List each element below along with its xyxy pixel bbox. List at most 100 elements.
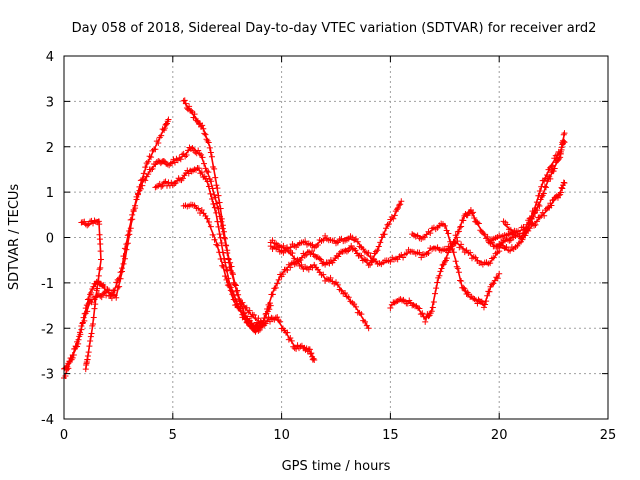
data-point bbox=[425, 249, 432, 256]
series-sat-track-13 bbox=[500, 138, 568, 237]
data-point bbox=[202, 165, 209, 172]
data-point bbox=[93, 287, 100, 294]
data-point bbox=[214, 242, 221, 249]
data-point bbox=[88, 289, 95, 296]
data-point bbox=[214, 185, 221, 192]
y-tick-label: 0 bbox=[46, 232, 54, 247]
data-point bbox=[146, 153, 153, 160]
data-point bbox=[484, 233, 491, 240]
data-point bbox=[451, 239, 458, 246]
data-point bbox=[143, 173, 150, 180]
data-point bbox=[487, 260, 494, 267]
data-point bbox=[523, 221, 530, 228]
data-point bbox=[420, 313, 427, 320]
data-point bbox=[226, 264, 233, 271]
data-point bbox=[403, 250, 410, 257]
data-point bbox=[439, 261, 446, 268]
data-point bbox=[478, 228, 485, 235]
data-point bbox=[450, 249, 457, 256]
data-point bbox=[186, 103, 193, 110]
data-point bbox=[317, 256, 324, 263]
data-point bbox=[132, 202, 139, 209]
data-point bbox=[460, 284, 467, 291]
data-point bbox=[358, 311, 365, 318]
data-point bbox=[288, 337, 295, 344]
data-point bbox=[114, 276, 121, 283]
data-point bbox=[404, 300, 411, 307]
data-point bbox=[108, 295, 115, 302]
data-point bbox=[311, 357, 318, 364]
data-point bbox=[262, 320, 269, 327]
data-point bbox=[99, 282, 106, 289]
data-point bbox=[338, 287, 345, 294]
data-point bbox=[121, 245, 128, 252]
data-point bbox=[531, 209, 538, 216]
data-point bbox=[255, 325, 262, 332]
data-point bbox=[226, 282, 233, 289]
data-point bbox=[274, 244, 281, 251]
data-point bbox=[232, 281, 239, 288]
data-point bbox=[92, 293, 99, 300]
data-point bbox=[219, 222, 226, 229]
data-point bbox=[96, 266, 103, 273]
data-point bbox=[532, 221, 539, 228]
data-point bbox=[127, 216, 134, 223]
data-point bbox=[514, 242, 521, 249]
data-point bbox=[309, 248, 316, 255]
data-point bbox=[92, 301, 99, 308]
data-point bbox=[496, 270, 503, 277]
data-point bbox=[274, 280, 281, 287]
data-point bbox=[383, 225, 390, 232]
data-point bbox=[557, 189, 564, 196]
data-point bbox=[220, 264, 227, 271]
data-point bbox=[457, 224, 464, 231]
data-point bbox=[98, 294, 105, 301]
x-tick-label: 20 bbox=[491, 428, 508, 443]
x-tick-label: 15 bbox=[382, 428, 399, 443]
data-point bbox=[206, 183, 213, 190]
data-point bbox=[148, 154, 155, 161]
data-point bbox=[266, 318, 273, 325]
data-point bbox=[189, 144, 196, 151]
data-point bbox=[294, 342, 301, 349]
data-point bbox=[269, 291, 276, 298]
data-point bbox=[294, 258, 301, 265]
series-sat-track-5 bbox=[180, 97, 268, 328]
data-point bbox=[171, 180, 178, 187]
data-point bbox=[352, 303, 359, 310]
data-point bbox=[213, 209, 220, 216]
data-point bbox=[211, 236, 218, 243]
data-point bbox=[274, 314, 281, 321]
data-point bbox=[222, 259, 229, 266]
data-point bbox=[246, 317, 253, 324]
data-point bbox=[96, 221, 103, 228]
data-point bbox=[86, 296, 93, 303]
data-point bbox=[280, 242, 287, 249]
data-point bbox=[202, 131, 209, 138]
data-point bbox=[551, 155, 558, 162]
data-point bbox=[475, 220, 482, 227]
data-point bbox=[209, 231, 216, 238]
data-point bbox=[546, 164, 553, 171]
data-point bbox=[345, 294, 352, 301]
data-point bbox=[237, 307, 244, 314]
data-point bbox=[264, 306, 271, 313]
data-point bbox=[143, 160, 150, 167]
data-point bbox=[316, 255, 323, 262]
data-point bbox=[561, 130, 568, 137]
data-point bbox=[240, 310, 247, 317]
data-point bbox=[289, 250, 296, 257]
data-point bbox=[460, 217, 467, 224]
data-point bbox=[438, 265, 445, 272]
data-point bbox=[536, 214, 543, 221]
data-point bbox=[162, 178, 169, 185]
data-point bbox=[311, 253, 318, 260]
data-point bbox=[206, 218, 213, 225]
data-point bbox=[327, 274, 334, 281]
data-point bbox=[130, 208, 137, 215]
data-point bbox=[207, 149, 214, 156]
data-point bbox=[213, 241, 220, 248]
data-point bbox=[239, 299, 246, 306]
data-point bbox=[199, 154, 206, 161]
data-point bbox=[458, 241, 465, 248]
